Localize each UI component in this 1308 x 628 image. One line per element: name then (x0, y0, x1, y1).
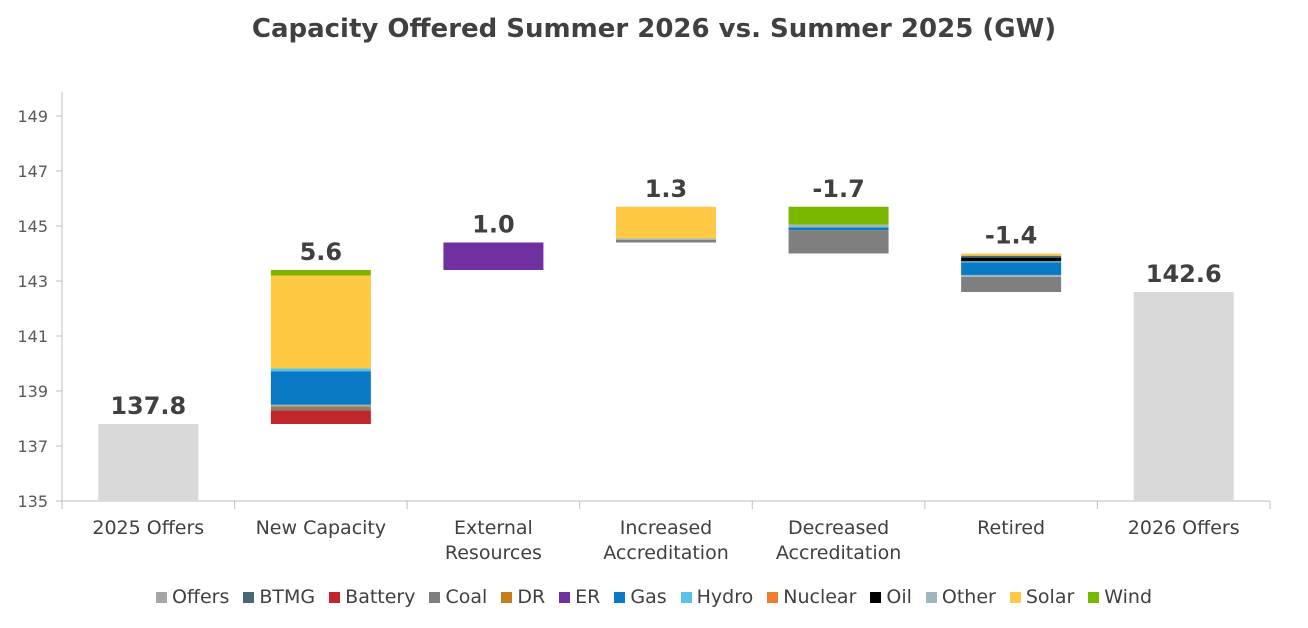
bar-segment-gas (270, 371, 371, 405)
bar-segment-oil (961, 257, 1062, 262)
bar-segment-solar (616, 206, 716, 239)
x-category-label: 2026 Offers (1128, 517, 1240, 539)
legend-swatch (1009, 591, 1021, 603)
legend-item-battery: Battery (329, 586, 415, 608)
legend-label: Other (941, 586, 996, 608)
y-tick-label: 137 (17, 437, 48, 456)
bar-segment-offers (1133, 292, 1234, 501)
legend-label: Battery (345, 586, 416, 608)
legend: Offers BTMG Battery Coal DR ER Gas Hydro Nuclear… (0, 586, 1308, 608)
legend-label: Offers (171, 586, 230, 608)
bar-segment-coal (616, 239, 716, 243)
legend-label: Wind (1104, 586, 1153, 608)
bar-segment-coal (788, 230, 889, 254)
y-tick-label: 139 (17, 382, 48, 401)
legend-swatch (155, 591, 167, 603)
bar-segment-other (961, 274, 1062, 277)
bar-segment-solar (270, 275, 371, 369)
bar-segment-hydro (270, 368, 371, 372)
bar-segment-wind (270, 270, 371, 276)
legend-swatch (767, 591, 779, 603)
y-axis: 135 137 139 141 143 145 147 149 (17, 92, 63, 511)
legend-item-coal: Coal (429, 586, 487, 608)
value-label: 1.0 (472, 211, 515, 239)
x-axis: 2025 Offers New Capacity External Resources… (61, 500, 1271, 564)
y-tick-label: 145 (17, 217, 48, 236)
bar-segment-offers (98, 424, 199, 501)
legend-swatch (1088, 591, 1100, 603)
bar-segment-battery (270, 410, 371, 424)
legend-item-er: ER (559, 586, 600, 608)
bar-segment-other (270, 404, 371, 407)
x-category-label: Increased Accreditation (603, 517, 728, 564)
bar-segment-gas (788, 227, 889, 231)
bar-segment-btmg (961, 255, 1062, 258)
bar-segment-solar (961, 253, 1062, 256)
bar-segments (98, 206, 1234, 501)
bar-segment-other (616, 238, 716, 240)
legend-item-other: Other (925, 586, 996, 608)
legend-item-solar: Solar (1009, 586, 1075, 608)
legend-label: Hydro (696, 586, 754, 608)
value-label: 137.8 (110, 392, 186, 420)
legend-item-oil: Oil (870, 586, 912, 608)
legend-item-offers: Offers (155, 586, 230, 608)
bar-segment-coal (270, 407, 371, 411)
bar-segment-coal (961, 276, 1062, 292)
y-tick-label: 141 (17, 327, 48, 346)
legend-label: ER (575, 586, 601, 608)
legend-swatch (501, 591, 513, 603)
legend-label: Nuclear (783, 586, 857, 608)
y-tick-label: 135 (17, 492, 48, 511)
legend-swatch (870, 591, 882, 603)
legend-item-btmg: BTMG (243, 586, 315, 608)
value-labels: 137.8 5.6 1.0 1.3 -1.7 -1.4 142.6 (110, 175, 1221, 420)
legend-label: BTMG (259, 586, 316, 608)
x-category-label: Retired (977, 517, 1045, 539)
legend-swatch (614, 591, 626, 603)
legend-item-dr: DR (501, 586, 545, 608)
legend-item-gas: Gas (614, 586, 667, 608)
legend-label: DR (517, 586, 546, 608)
legend-swatch (429, 591, 441, 603)
chart-title: Capacity Offered Summer 2026 vs. Summer … (251, 14, 1057, 44)
x-category-label: Decreased Accreditation (776, 517, 901, 564)
legend-item-wind: Wind (1088, 586, 1152, 608)
value-label: -1.4 (985, 222, 1037, 250)
bar-segment-other (788, 224, 889, 228)
x-category-label: 2025 Offers (92, 517, 204, 539)
value-label: 1.3 (645, 175, 688, 203)
y-tick-label: 143 (17, 272, 48, 291)
value-label: -1.7 (812, 175, 864, 203)
y-tick-label: 149 (17, 107, 48, 126)
y-tick-label: 147 (17, 162, 48, 181)
legend-swatch (243, 591, 255, 603)
legend-swatch (559, 591, 571, 603)
bar-segment-dr (270, 406, 371, 408)
legend-label: Gas (630, 586, 667, 608)
bar-segment-gas (961, 262, 1062, 275)
legend-label: Coal (445, 586, 488, 608)
legend-label: Oil (886, 586, 912, 608)
legend-item-hydro: Hydro (680, 586, 754, 608)
legend-swatch (329, 591, 341, 603)
legend-label: Solar (1025, 586, 1075, 608)
x-category-label: New Capacity (256, 517, 387, 539)
legend-swatch (680, 591, 692, 603)
bar-segment-hydro (961, 261, 1062, 263)
legend-swatch (925, 591, 937, 603)
value-label: 142.6 (1146, 260, 1222, 288)
x-category-label: External Resources (445, 517, 542, 564)
legend-item-nuclear: Nuclear (767, 586, 856, 608)
bar-segment-er (443, 242, 544, 270)
bar-segment-wind (788, 206, 889, 225)
value-label: 5.6 (300, 238, 343, 266)
